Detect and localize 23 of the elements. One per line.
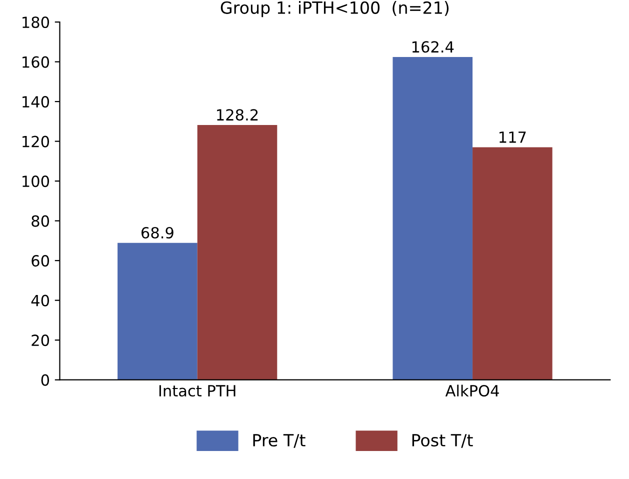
- bar: [472, 147, 552, 380]
- data-label: 162.4: [412, 41, 454, 53]
- chart-title: Group 1: iPTH<100 (n=21): [220, 1, 449, 18]
- bar: [118, 242, 198, 380]
- y-tick-label: 80: [32, 215, 50, 227]
- y-tick-label: 140: [22, 96, 50, 108]
- x-tick-label: Intact PTH: [159, 385, 236, 397]
- y-tick-label: 180: [22, 16, 50, 28]
- y-tick-label: 160: [22, 56, 50, 68]
- data-label: 128.2: [217, 109, 258, 121]
- bar: [197, 125, 278, 380]
- bar: [392, 57, 473, 380]
- legend-label: Pre T/t: [253, 434, 306, 448]
- y-tick-label: 100: [22, 176, 50, 188]
- legend-label: Post T/t: [412, 434, 473, 448]
- y-tick-label: 40: [31, 294, 50, 306]
- y-tick-label: 60: [32, 255, 50, 267]
- data-label: 68.9: [142, 226, 174, 239]
- y-tick-label: 120: [22, 136, 50, 148]
- y-tick-label: 0: [41, 374, 50, 386]
- y-tick-label: 20: [32, 334, 50, 346]
- x-tick-label: AlkPO4: [445, 384, 499, 397]
- data-label: 117: [500, 132, 526, 143]
